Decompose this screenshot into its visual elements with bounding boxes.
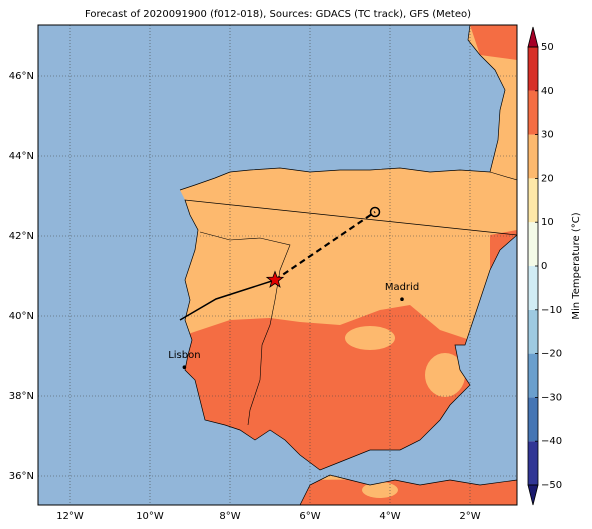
axis-ticks: 12°W 10°W 8°W 6°W 4°W 2°W 46°N 44°N 42°N 40°N 38°N… [9, 71, 481, 522]
current-position [265, 270, 285, 288]
colorbar-segment [528, 47, 538, 91]
lon-tick-label: 6°W [299, 511, 320, 522]
colorbar-tick-label: −40 [541, 436, 562, 447]
map-area: Madrid Lisbon [38, 25, 517, 505]
forecast-end [369, 206, 381, 218]
colorbar-segment [528, 309, 538, 354]
colorbar-tick-label: −20 [541, 349, 562, 360]
map-frame [37, 24, 518, 506]
colorbar-segment [528, 222, 538, 266]
colorbar-tick-label: −30 [541, 392, 562, 403]
colorbar-tick-label: 10 [541, 217, 554, 228]
colorbar-tick-label: 50 [541, 42, 554, 53]
track-observed [179, 279, 276, 321]
city-point [400, 297, 404, 302]
colorbar-tick-label: 20 [541, 173, 554, 184]
colorbar-segment [528, 178, 538, 223]
colorbar-tick-label: −50 [541, 480, 562, 491]
cooler-patches [345, 326, 465, 498]
track: Madrid Lisbon [168, 206, 419, 370]
lon-tick-label: 4°W [379, 511, 400, 522]
lon-tick-label: 2°W [459, 511, 480, 522]
lat-tick-label: 40°N [9, 311, 34, 322]
colorbar-segment [528, 134, 538, 179]
colorbar-tick-label: 0 [541, 261, 547, 272]
border [199, 171, 517, 426]
city-label: Madrid [385, 282, 419, 293]
lat-tick-label: 36°N [9, 471, 34, 482]
colorbar-segment [528, 266, 538, 310]
map-title: Forecast of 2020091900 (f012-018), Sourc… [85, 9, 471, 20]
warm-region [180, 25, 517, 505]
colorbar-segment [528, 397, 538, 442]
lon-tick-label: 8°W [219, 511, 240, 522]
colorbar-tick-label: 40 [541, 86, 554, 97]
track-forecast [274, 211, 376, 281]
colorbar-tick-label: −10 [541, 305, 562, 316]
city-point [182, 365, 187, 370]
lat-tick-label: 44°N [9, 151, 34, 162]
colorbar-segment [528, 90, 538, 135]
lon-tick-label: 12°W [56, 511, 84, 522]
lat-tick-label: 38°N [9, 391, 34, 402]
graticule [38, 25, 517, 505]
city-label: Lisbon [168, 350, 200, 361]
colorbar-segment [528, 353, 538, 398]
colorbar-under [527, 484, 539, 506]
colorbar-segment [528, 441, 538, 485]
lat-tick-label: 42°N [9, 231, 34, 242]
colorbar-label: Min Temperature (°C) [571, 212, 582, 319]
coastline [179, 25, 517, 505]
colorbar-over [527, 26, 539, 48]
colorbar-tick-label: 30 [541, 130, 554, 141]
lon-tick-label: 10°W [136, 511, 164, 522]
colorbar: 50 40 30 20 10 0 −10 −20 −30 −40 −50 [527, 26, 562, 506]
lat-tick-label: 46°N [9, 71, 34, 82]
